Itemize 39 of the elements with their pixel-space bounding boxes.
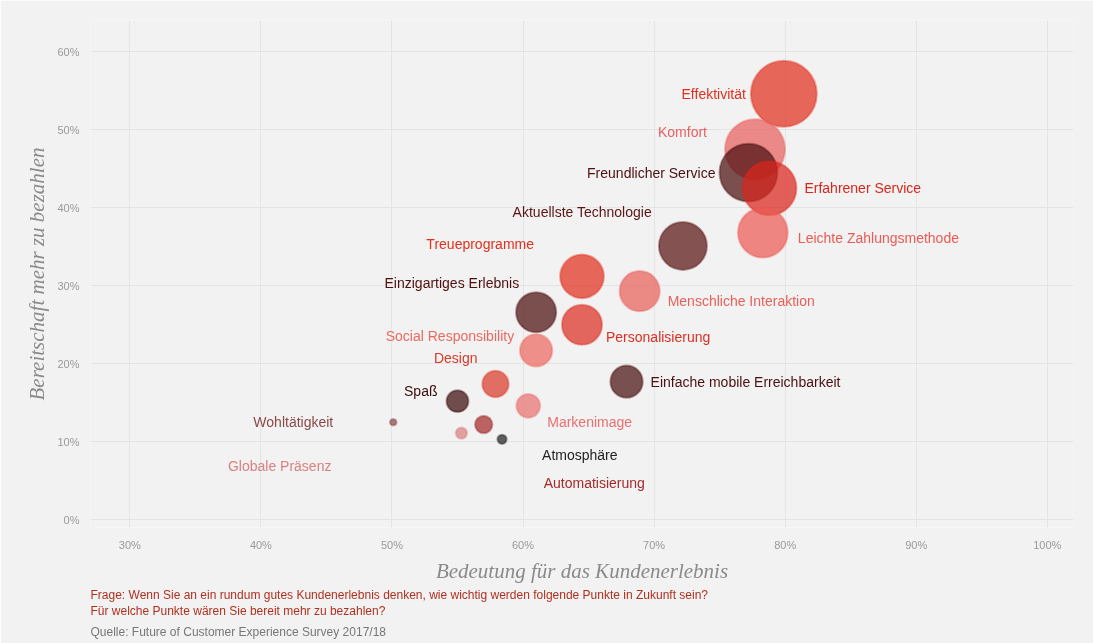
series-label: Erfahrener Service [804, 180, 922, 197]
x-tick-label: 100% [1033, 538, 1062, 551]
series-label: Komfort [657, 124, 708, 141]
text: Atmosphäre [542, 447, 618, 464]
y-tick-label: 10% [57, 435, 80, 448]
x-tick-label: 60% [512, 538, 535, 551]
y-tick-label: 20% [57, 357, 80, 370]
text: Für welche Punkte wären Sie bereit mehr zu bezahlen? [90, 603, 386, 618]
x-tick-label: 50% [380, 538, 404, 551]
x-tick-label: 70% [643, 538, 666, 551]
series-label: Einzigartiges Erlebnis [384, 275, 520, 292]
series-label: Einfache mobile Erreichbarkeit [650, 373, 841, 390]
x-tick-label: 90% [905, 538, 928, 551]
text: Treueprogramme [426, 236, 535, 253]
series-label: Spaß [404, 383, 438, 400]
series-label: Freundlicher Service [587, 164, 716, 181]
x-tick-label: 40% [249, 538, 273, 551]
y-axis-title: Bereitschaft mehr zu bezahlen [25, 147, 50, 401]
series-label: Leichte Zahlungsmethode [797, 229, 960, 246]
y-tick-label: 40% [57, 201, 80, 214]
text: Wohltätigkeit [253, 414, 334, 431]
x-axis-title: Bedeutung für das Kundenerlebnis [435, 558, 729, 583]
y-tick-label: 60% [57, 45, 80, 58]
series-label: Social Responsibility [385, 328, 515, 345]
text: Frage: Wenn Sie an ein rundum gutes Kundenerlebnis denken, wie wichtig werden folgende Punkte in Zukunft sein? [90, 587, 709, 602]
y-tick-label: 0% [63, 513, 80, 526]
series-label: Markenimage [547, 413, 633, 430]
y-tick-label: 30% [57, 279, 80, 292]
text: Globale Präsenz [227, 458, 332, 475]
source-note: Quelle: Future of Customer Experience Survey 2017/18 [90, 624, 387, 639]
x-tick-label: 30% [118, 538, 142, 551]
series-label: Personalisierung [606, 328, 711, 345]
series-label: Design [433, 349, 478, 366]
x-tick-label: 80% [774, 538, 797, 551]
text: Automatisierung [543, 474, 645, 491]
series-label: Menschliche Interaktion [667, 293, 815, 310]
series-label: Effektivität [681, 85, 746, 102]
y-tick-label: 50% [57, 123, 80, 136]
series-label: Aktuellste Technologie [512, 203, 652, 220]
